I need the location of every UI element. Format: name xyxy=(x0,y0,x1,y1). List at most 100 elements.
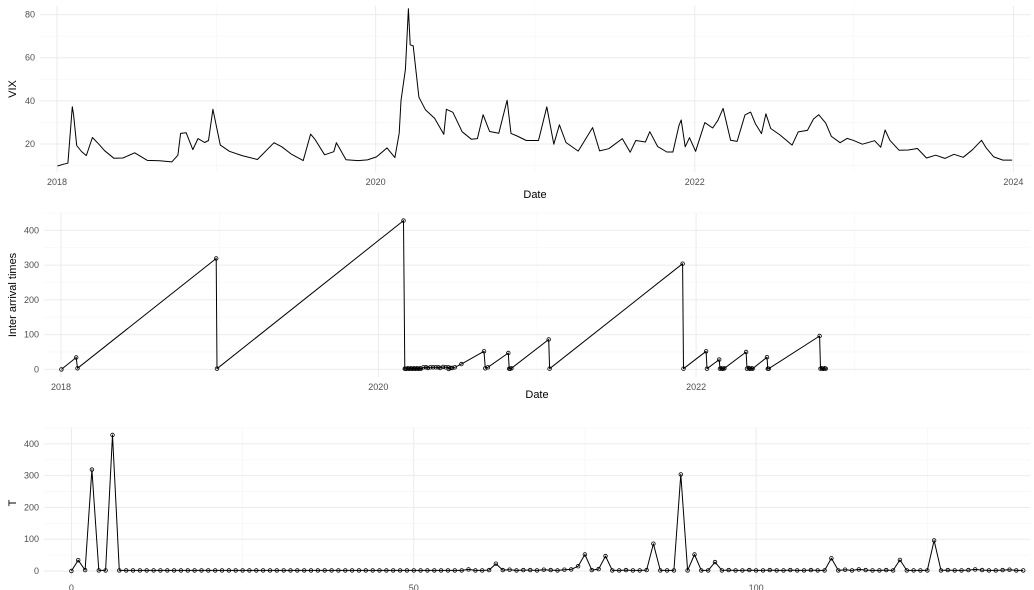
t-index-data-point xyxy=(918,568,923,573)
t-index-data-point xyxy=(514,568,519,573)
t-index-y-tick-label: 400 xyxy=(24,439,39,449)
t-index-data-point xyxy=(137,568,143,573)
t-index-data-point xyxy=(534,568,540,573)
t-index-data-point xyxy=(528,567,533,573)
t-index-y-tick-label: 100 xyxy=(24,534,39,544)
inter-arrival-data-point xyxy=(743,349,749,355)
t-index-data-point xyxy=(569,567,574,572)
t-index-data-point xyxy=(363,568,368,573)
inter-arrival-y-tick-label: 200 xyxy=(24,295,39,305)
inter-arrival-data-point xyxy=(703,349,709,354)
t-index-data-point xyxy=(664,568,670,573)
t-index-data-point xyxy=(75,558,81,563)
t-index-data-point xyxy=(302,568,307,573)
vix-y-tick-labels: 20 40 60 80 xyxy=(25,10,35,149)
vix-x-tick-label: 2018 xyxy=(47,177,67,187)
t-index-data-point xyxy=(801,568,807,573)
t-index-chart-panel: 0 100 200 300 400 0 50 100 T xyxy=(7,427,1030,590)
inter-arrival-data-point xyxy=(59,367,64,372)
inter-arrival-data-point xyxy=(817,333,822,339)
inter-arrival-y-tick-label: 100 xyxy=(24,330,39,340)
inter-arrival-series xyxy=(59,218,828,372)
t-index-data-point xyxy=(226,568,232,573)
t-index-data-point xyxy=(986,568,992,573)
t-index-data-point xyxy=(185,568,190,573)
inter-arrival-y-tick-label: 300 xyxy=(24,260,39,270)
t-index-data-point xyxy=(822,568,827,573)
t-index-data-point xyxy=(644,567,649,573)
t-index-major-grid xyxy=(44,428,1030,578)
inter-arrival-data-point xyxy=(680,261,685,266)
t-index-data-point xyxy=(288,568,293,573)
inter-arrival-data-point xyxy=(764,355,770,360)
t-index-data-point xyxy=(329,568,334,573)
inter-arrival-data-point xyxy=(766,366,771,371)
t-index-data-point xyxy=(377,568,382,573)
vix-y-tick-label: 80 xyxy=(25,10,35,20)
inter-arrival-data-point xyxy=(75,366,80,371)
t-index-data-point xyxy=(240,568,245,573)
t-index-data-point xyxy=(212,568,218,573)
t-index-data-point xyxy=(938,568,944,573)
t-index-data-point xyxy=(870,568,875,573)
inter-arrival-data-point xyxy=(214,366,220,371)
t-index-y-tick-label: 300 xyxy=(24,471,39,481)
inter-arrival-data-point xyxy=(452,365,457,370)
inter-arrival-y-tick-labels: 0 100 200 300 400 xyxy=(24,225,39,374)
vix-minor-grid xyxy=(40,6,1030,172)
t-index-data-point xyxy=(788,567,793,573)
inter-arrival-data-point xyxy=(433,365,438,370)
vix-series xyxy=(57,8,1013,167)
t-index-data-point xyxy=(993,568,998,573)
t-index-data-point xyxy=(555,568,560,573)
inter-arrival-data-point xyxy=(681,366,686,371)
inter-arrival-data-point xyxy=(430,365,436,370)
t-index-data-point xyxy=(281,568,286,573)
inter-arrival-x-tick-label: 2018 xyxy=(51,382,71,392)
t-index-data-point xyxy=(658,568,663,573)
t-index-data-point xyxy=(877,568,882,573)
t-index-minor-grid xyxy=(44,427,1030,578)
t-index-data-point xyxy=(774,568,779,573)
t-index-data-point xyxy=(473,568,478,573)
t-index-data-point xyxy=(315,568,321,573)
t-index-data-point xyxy=(699,568,704,573)
t-index-data-point xyxy=(842,567,848,572)
t-index-x-tick-label: 0 xyxy=(69,583,74,590)
t-index-data-point xyxy=(829,556,834,561)
t-index-data-point xyxy=(411,568,416,573)
t-index-x-tick-label: 100 xyxy=(749,583,764,590)
t-index-data-point xyxy=(233,568,238,573)
inter-arrival-x-tick-labels: 2018 2020 2022 xyxy=(51,382,706,392)
t-index-data-point xyxy=(178,568,184,573)
t-index-data-point xyxy=(1007,567,1012,572)
inter-arrival-data-point xyxy=(823,366,828,371)
t-index-data-point xyxy=(432,568,437,573)
t-index-y-tick-label: 200 xyxy=(24,502,39,512)
t-index-data-point xyxy=(322,568,327,573)
inter-arrival-data-point xyxy=(421,365,426,370)
t-index-data-point xyxy=(384,568,389,573)
vix-x-tick-label: 2022 xyxy=(685,177,705,187)
t-index-data-point xyxy=(452,568,457,573)
t-index-data-point xyxy=(206,568,211,573)
t-index-series-line xyxy=(70,434,1024,572)
t-index-data-point xyxy=(815,568,820,573)
vix-y-tick-label: 20 xyxy=(25,139,35,149)
inter-arrival-data-point xyxy=(750,366,755,371)
t-index-data-point xyxy=(740,568,745,573)
t-index-data-point xyxy=(836,568,841,573)
t-index-data-point xyxy=(267,568,273,573)
t-index-data-point xyxy=(96,568,101,573)
inter-arrival-x-tick-label: 2020 xyxy=(368,382,388,392)
t-index-data-point xyxy=(165,568,170,573)
t-index-data-point xyxy=(404,568,410,573)
inter-arrival-data-point xyxy=(450,365,455,371)
inter-arrival-data-point xyxy=(546,337,551,342)
t-index-data-point xyxy=(692,552,697,557)
t-index-data-point xyxy=(438,568,444,573)
t-index-y-axis-title: T xyxy=(7,499,19,506)
t-index-data-point xyxy=(685,568,690,573)
t-index-data-point xyxy=(391,568,396,573)
t-index-data-point xyxy=(343,568,348,573)
